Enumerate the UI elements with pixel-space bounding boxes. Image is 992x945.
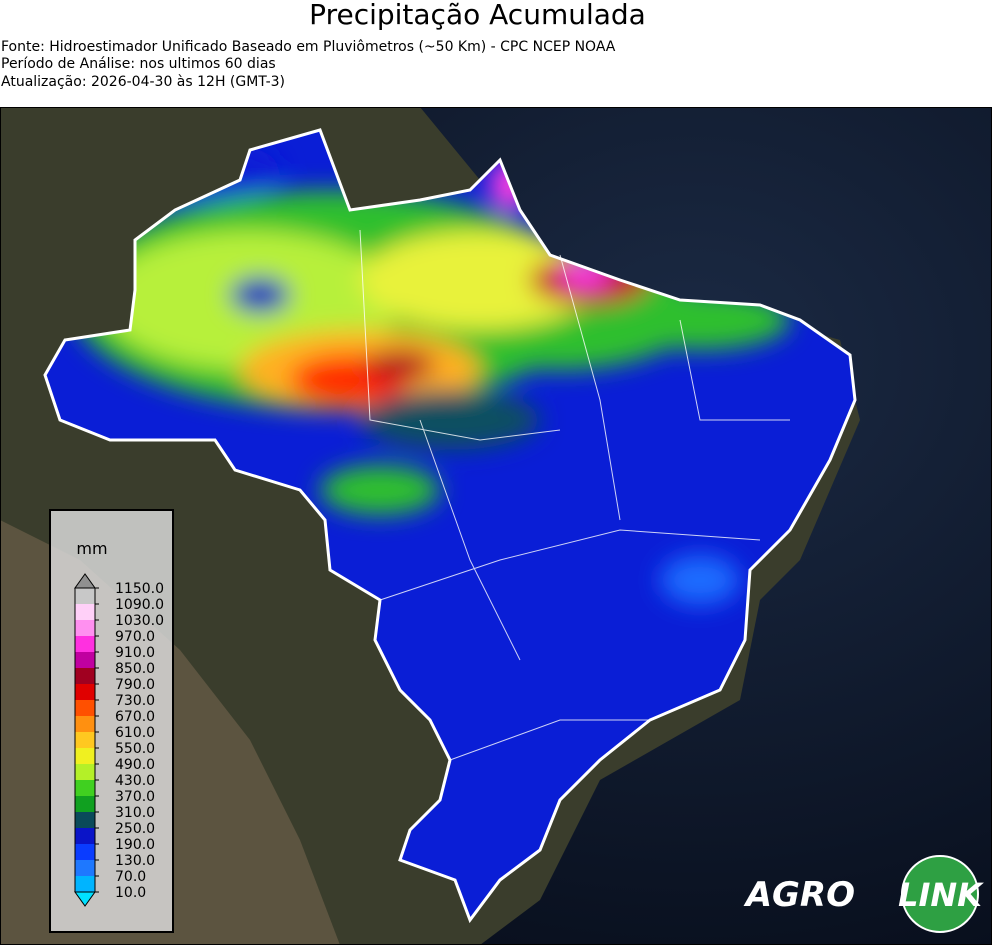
colorbar-label: 310.0: [115, 805, 155, 821]
colorbar-unit: mm: [76, 539, 107, 558]
colorbar-band: [75, 684, 95, 700]
colorbar-outline: [74, 587, 96, 893]
colorbar-band: [75, 636, 95, 652]
colorbar-band: [75, 668, 95, 684]
colorbar: mm 10.070.0130.0190.0250.0310.0370.0430.…: [49, 509, 174, 933]
colorbar-band: [75, 732, 95, 748]
state-borders: [359, 229, 790, 761]
colorbar-band: [75, 812, 95, 828]
colorbar-label: 1150.0: [115, 581, 164, 597]
colorbar-label: 670.0: [115, 709, 155, 725]
colorbar-label: 370.0: [115, 789, 155, 805]
colorbar-band: [75, 588, 95, 604]
colorbar-label: 1090.0: [115, 597, 164, 613]
colorbar-label: 10.0: [115, 885, 146, 901]
period-line: Período de Análise: nos ultimos 60 dias: [1, 56, 276, 72]
colorbar-band: [75, 604, 95, 620]
map-title: Precipitação Acumulada: [309, 0, 646, 31]
colorbar-band: [75, 796, 95, 812]
colorbar-label: 130.0: [115, 853, 155, 869]
colorbar-band: [75, 844, 95, 860]
colorbar-label: 190.0: [115, 837, 155, 853]
colorbar-label: 850.0: [115, 661, 155, 677]
colorbar-label: 490.0: [115, 757, 155, 773]
colorbar-label: 70.0: [115, 869, 146, 885]
colorbar-band: [75, 700, 95, 716]
colorbar-label: 910.0: [115, 645, 155, 661]
colorbar-label: 610.0: [115, 725, 155, 741]
source-line: Fonte: Hidroestimador Unificado Baseado …: [1, 39, 616, 55]
colorbar-band: [75, 780, 95, 796]
colorbar-band: [75, 748, 95, 764]
colorbar-label: 790.0: [115, 677, 155, 693]
update-line: Atualização: 2026-04-30 às 12H (GMT-3): [1, 74, 285, 90]
colorbar-band: [75, 860, 95, 876]
colorbar-label: 1030.0: [115, 613, 164, 629]
logo-circle: [901, 855, 979, 933]
colorbar-label: 550.0: [115, 741, 155, 757]
colorbar-band: [75, 876, 95, 892]
colorbar-label: 970.0: [115, 629, 155, 645]
colorbar-label: 250.0: [115, 821, 155, 837]
colorbar-band: [75, 764, 95, 780]
colorbar-band: [75, 716, 95, 732]
colorbar-label: 430.0: [115, 773, 155, 789]
colorbar-label: 730.0: [115, 693, 155, 709]
colorbar-band: [75, 828, 95, 844]
logo-agro: AGRO: [743, 875, 855, 915]
colorbar-band: [75, 620, 95, 636]
logo: AGRO LINK: [743, 855, 984, 933]
colorbar-box: [49, 509, 174, 933]
colorbar-band: [75, 652, 95, 668]
logo-link: LINK: [898, 876, 984, 914]
